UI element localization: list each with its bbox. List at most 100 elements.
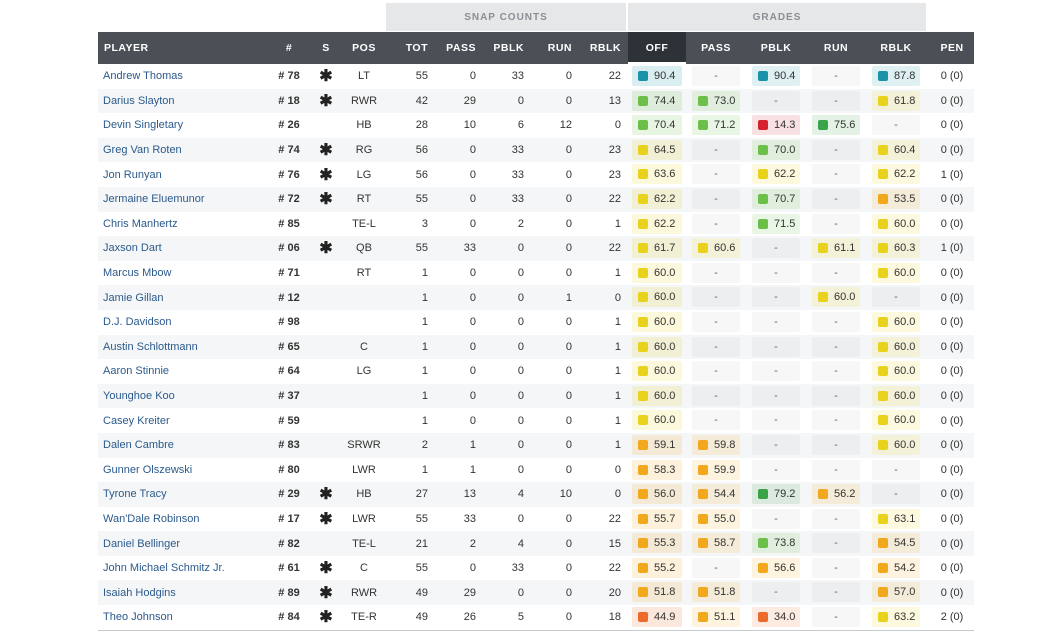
- col-header-starter[interactable]: S: [322, 42, 330, 54]
- player-name-link[interactable]: Isaiah Hodgins: [103, 586, 176, 599]
- grade-value: 71.2: [698, 115, 735, 135]
- player-name-link[interactable]: Dalen Cambre: [103, 439, 174, 452]
- player-name-link[interactable]: Darius Slayton: [103, 94, 175, 107]
- grade-number: 74.4: [654, 94, 676, 107]
- col-header-pblk-grade[interactable]: PBLK: [760, 42, 792, 54]
- col-header-player[interactable]: PLAYER: [104, 42, 149, 54]
- col-header-penalties[interactable]: PEN: [940, 42, 964, 54]
- col-header-pass-grade[interactable]: PASS: [701, 42, 731, 54]
- grade-empty: -: [714, 561, 718, 574]
- grade-color-square: [638, 612, 648, 623]
- jersey-number: # 98: [278, 316, 300, 329]
- player-name-link[interactable]: Jon Runyan: [103, 168, 162, 181]
- grade-value: 64.5: [638, 140, 675, 160]
- player-name-link[interactable]: Aaron Stinnie: [103, 365, 170, 378]
- column-group-row: SNAP COUNTS GRADES: [98, 0, 974, 32]
- player-name-link[interactable]: Casey Kreiter: [103, 414, 170, 427]
- pblk-snaps-cell: 5: [517, 611, 524, 624]
- col-header-position[interactable]: POS: [352, 42, 376, 54]
- grade-empty: -: [834, 512, 838, 525]
- grade-number: 70.7: [774, 192, 796, 205]
- total-snaps-cell: 28: [415, 119, 428, 132]
- off-grade-cell: 90.4: [632, 66, 682, 86]
- col-header-total-snaps[interactable]: TOT: [405, 42, 428, 54]
- player-name-link[interactable]: Greg Van Roten: [103, 144, 182, 157]
- player-name-link[interactable]: John Michael Schmitz Jr.: [103, 562, 225, 575]
- grade-color-square: [878, 316, 888, 327]
- player-name-link[interactable]: Tyrone Tracy: [103, 488, 167, 501]
- grade-empty: -: [834, 561, 838, 574]
- player-name-link[interactable]: Austin Schlottmann: [103, 340, 198, 353]
- position-cell: [344, 285, 384, 310]
- grade-number: 70.0: [774, 143, 796, 156]
- player-name-link[interactable]: Andrew Thomas: [103, 70, 183, 83]
- pass-snaps-cell: 0: [469, 193, 476, 206]
- grade-empty: -: [714, 168, 718, 181]
- grade-color-square: [878, 538, 888, 549]
- off-grade-cell: 63.6: [632, 164, 682, 185]
- rblk-grade-cell: -: [872, 460, 920, 480]
- grade-number: 60.0: [654, 365, 676, 378]
- position-cell: TE-L: [352, 217, 376, 230]
- table-row: Daniel Bellinger # 82 TE-L 21 2 4 0 15 55.3 58.7 7…: [98, 531, 974, 556]
- col-header-run-snaps[interactable]: RUN: [547, 42, 572, 54]
- position-cell: RWR: [350, 586, 378, 599]
- player-name-link[interactable]: Wan'Dale Robinson: [103, 512, 200, 525]
- grade-empty: -: [834, 266, 838, 279]
- jersey-number: # 89: [278, 586, 300, 599]
- grade-color-square: [698, 439, 708, 450]
- col-header-rblk-grade[interactable]: RBLK: [880, 42, 912, 54]
- player-name-link[interactable]: Theo Johnson: [103, 611, 173, 624]
- off-header-sort-indicator: [628, 62, 686, 64]
- grade-color-square: [878, 366, 888, 377]
- total-snaps-cell: 56: [415, 144, 428, 157]
- grade-number: 60.6: [714, 242, 736, 255]
- grade-value: 71.5: [758, 214, 795, 234]
- pass-snaps-cell: 29: [463, 94, 476, 107]
- grade-number: 53.5: [894, 192, 916, 205]
- player-name-link[interactable]: D.J. Davidson: [103, 316, 172, 329]
- position-cell: TE-L: [352, 537, 376, 550]
- player-name-link[interactable]: Devin Singletary: [103, 119, 184, 132]
- player-name-link[interactable]: Jaxson Dart: [103, 242, 162, 255]
- grade-value: 60.0: [638, 263, 675, 283]
- col-header-pass-snaps[interactable]: PASS: [446, 42, 476, 54]
- starter-icon: ✱: [319, 486, 333, 504]
- grade-value: 55.0: [698, 509, 735, 529]
- pass-snaps-cell: 0: [469, 217, 476, 230]
- col-header-number[interactable]: #: [285, 42, 293, 54]
- col-header-off-grade[interactable]: OFF: [645, 42, 669, 54]
- col-header-run-grade[interactable]: RUN: [823, 42, 849, 54]
- snap-counts-group-header: SNAP COUNTS: [386, 3, 626, 31]
- player-name-link[interactable]: Jermaine Eluemunor: [103, 193, 205, 206]
- table-row: Chris Manhertz # 85 TE-L 3 0 2 0 1 62.2 - 71.5 - 60.…: [98, 212, 974, 237]
- col-header-rblk-snaps[interactable]: RBLK: [589, 42, 621, 54]
- grade-number: 62.2: [654, 217, 676, 230]
- player-name-link[interactable]: Younghoe Koo: [103, 390, 175, 403]
- player-name-link[interactable]: Marcus Mbow: [103, 267, 172, 280]
- pass-grade-cell: -: [692, 140, 740, 160]
- grade-value: 54.4: [698, 484, 735, 504]
- player-name-link[interactable]: Daniel Bellinger: [103, 537, 181, 550]
- position-cell: RT: [356, 193, 372, 206]
- penalties-cell: 0 (0): [940, 94, 964, 107]
- table-row: Austin Schlottmann # 65 C 1 0 0 0 1 60.0 - - - 60.0 0…: [98, 334, 974, 360]
- pblk-snaps-cell: 0: [517, 242, 524, 255]
- pass-grade-cell: 59.8: [692, 434, 740, 455]
- off-grade-cell: 61.7: [632, 238, 682, 259]
- player-name-link[interactable]: Jamie Gillan: [103, 291, 164, 304]
- col-header-pblk-snaps[interactable]: PBLK: [493, 42, 524, 54]
- penalties-cell: 0 (0): [940, 463, 964, 476]
- grade-empty: -: [774, 512, 778, 525]
- table-body: Andrew Thomas # 78 ✱ LT 55 0 33 0 22 90.4-90.4-87…: [98, 64, 974, 630]
- position-cell: QB: [356, 242, 372, 255]
- rblk-grade-cell: 87.8: [872, 66, 920, 86]
- rblk-grade-cell: 60.0: [872, 361, 920, 382]
- pass-snaps-cell: 1: [469, 463, 476, 476]
- rblk-snaps-cell: 22: [608, 193, 621, 206]
- rblk-grade-cell: 57.0: [872, 582, 920, 603]
- player-name-link[interactable]: Chris Manhertz: [103, 217, 178, 230]
- player-name-link[interactable]: Gunner Olszewski: [103, 463, 193, 476]
- grade-number: 54.2: [894, 561, 916, 574]
- rblk-grade-cell: 60.0: [872, 336, 920, 357]
